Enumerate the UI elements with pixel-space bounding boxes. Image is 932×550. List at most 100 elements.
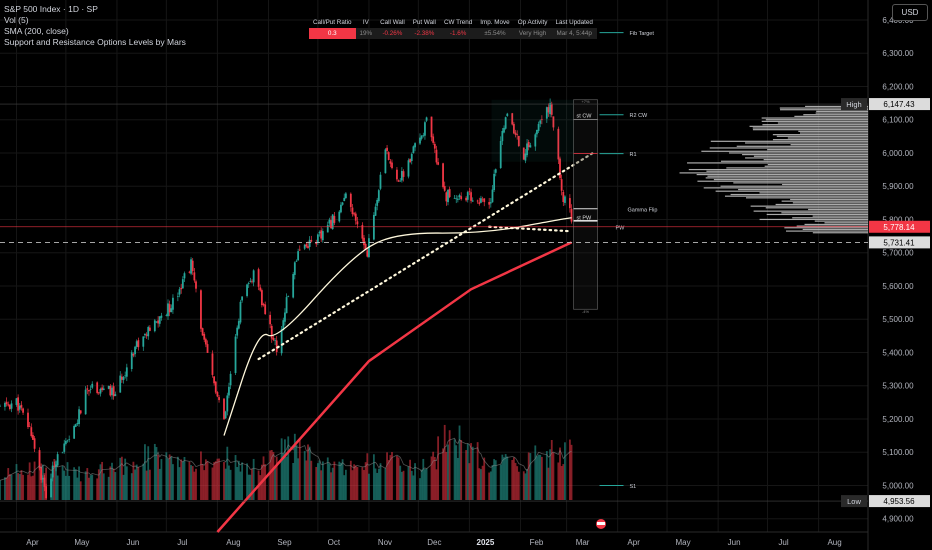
y-tick-label: 5,800.00 (882, 215, 914, 224)
candle-body (234, 336, 237, 374)
volume-bar (414, 463, 416, 500)
volume-bar (545, 451, 548, 500)
candle-body (344, 193, 347, 198)
currency-button[interactable]: USD (892, 4, 928, 21)
candle-body (183, 273, 186, 279)
candle-body (88, 390, 90, 392)
candle-body (180, 287, 183, 290)
options-levels-indicator-label[interactable]: Support and Resistance Options Levels by… (4, 37, 186, 47)
candle-body (20, 404, 23, 408)
price-axis: 4,900.00 5,000.00 5,100.00 5,200.00 5,300.00… (867, 0, 914, 550)
candle-body (466, 192, 469, 200)
volume-profile-bar (752, 129, 868, 131)
candle-body (557, 128, 560, 160)
volume-indicator-label[interactable]: Vol (5) (4, 15, 29, 25)
candle-body (237, 321, 240, 329)
header-iv: IV (362, 19, 369, 26)
volume-bar (458, 425, 461, 500)
candle-body (448, 189, 451, 198)
x-tick-label: 2025 (477, 538, 495, 547)
volume-profile-bar (688, 168, 868, 171)
candle-body (114, 394, 117, 397)
axis-value-background (869, 220, 930, 233)
y-tick-label: 6,100.00 (882, 116, 914, 125)
volume-bar (480, 469, 482, 500)
volume-bar (160, 459, 163, 500)
sma-200-line (216, 241, 573, 533)
volume-profile-bar (765, 207, 868, 209)
volume-bar (216, 458, 219, 500)
candle-body (8, 404, 11, 410)
value-iv: 19% (355, 28, 377, 39)
candle-body (40, 467, 43, 480)
candle-body (527, 141, 530, 148)
volume-bar (285, 456, 288, 500)
volume-bar (86, 468, 89, 500)
volume-bar (397, 457, 400, 500)
candle-body (310, 240, 313, 242)
volume-bar (476, 442, 479, 500)
axis-tag-background (841, 98, 867, 111)
volume-bar (183, 456, 186, 500)
volume-bar (181, 461, 184, 500)
volume-bar (211, 467, 214, 500)
option-level-label: R1 (630, 152, 637, 158)
volume-bar (204, 459, 207, 500)
volume-bar (252, 458, 255, 500)
candle-body (107, 385, 110, 389)
candle-body (318, 231, 321, 234)
volume-bar (425, 468, 428, 500)
candle-body (559, 158, 561, 179)
candle-body (224, 411, 227, 419)
volume-bar (55, 460, 57, 500)
chart-legend: S&P 500 Index · 1D · SP Vol (5) SMA (200… (4, 4, 186, 48)
y-tick-label: 5,300.00 (882, 382, 914, 391)
volume-bar (4, 477, 6, 500)
candle-body (284, 312, 286, 322)
y-tick-label: 5,000.00 (882, 481, 914, 490)
volume-moving-average-line (0, 437, 572, 481)
volume-bar (40, 473, 43, 500)
candle-body (97, 392, 100, 394)
symbol-title[interactable]: S&P 500 Index · 1D · SP (4, 4, 98, 14)
candle-body (251, 281, 253, 283)
volume-profile-bar (763, 159, 868, 161)
volume-bar (419, 478, 421, 500)
volume-bar (298, 439, 301, 500)
candle-body (86, 388, 89, 390)
volume-bar (526, 469, 528, 500)
x-tick-label: Feb (530, 538, 544, 547)
axis-value-text: 5,731.41 (883, 238, 915, 247)
candle-body (564, 196, 566, 203)
candle-body (478, 202, 481, 204)
volume-bar (379, 463, 382, 500)
candle-body (321, 231, 324, 241)
volume-bar (111, 462, 113, 500)
x-tick-label: Jul (177, 538, 187, 547)
value-cw-trend: -1.6% (439, 28, 477, 39)
axis-value-text: 6,147.43 (883, 100, 915, 109)
volume-bar (488, 472, 491, 500)
candle-body (91, 383, 94, 388)
volume-bar (511, 459, 514, 500)
header-imp-move: Imp. Move (480, 19, 510, 26)
volume-profile-bar (815, 112, 868, 114)
candle-body (145, 334, 148, 336)
volume-profile-bar (715, 190, 868, 192)
axis-tag-label: High (846, 100, 861, 109)
range-level-label: st CW (577, 113, 593, 119)
volume-bar (549, 449, 552, 500)
candle-body (343, 197, 346, 202)
volume-bar (537, 454, 540, 500)
volume-bar (568, 439, 571, 500)
candle-body (493, 173, 496, 190)
volume-bar (344, 469, 347, 500)
volume-bar (142, 463, 145, 500)
sma-indicator-label[interactable]: SMA (200, close) (4, 26, 69, 36)
volume-bar (249, 474, 252, 500)
volume-profile-bar (781, 212, 868, 214)
volume-bar (247, 474, 250, 500)
volume-bar (99, 464, 102, 500)
volume-bar (557, 462, 560, 500)
